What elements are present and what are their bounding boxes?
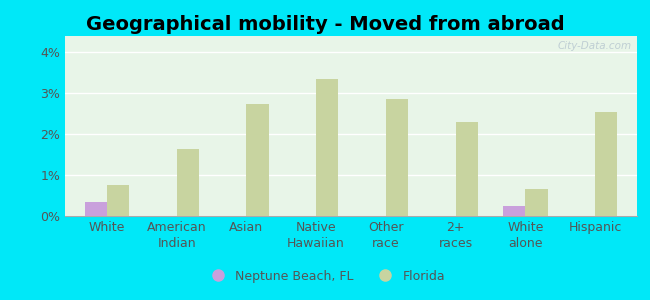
Bar xyxy=(246,103,268,216)
Bar xyxy=(177,148,199,216)
Bar xyxy=(595,112,617,216)
Bar xyxy=(525,189,548,216)
Bar xyxy=(456,122,478,216)
Text: Geographical mobility - Moved from abroad: Geographical mobility - Moved from abroa… xyxy=(86,15,564,34)
Bar xyxy=(107,185,129,216)
Bar xyxy=(503,206,525,216)
Bar xyxy=(84,202,107,216)
Text: City-Data.com: City-Data.com xyxy=(557,41,631,51)
Bar xyxy=(316,79,339,216)
Bar xyxy=(386,99,408,216)
Legend: Neptune Beach, FL, Florida: Neptune Beach, FL, Florida xyxy=(200,265,450,288)
